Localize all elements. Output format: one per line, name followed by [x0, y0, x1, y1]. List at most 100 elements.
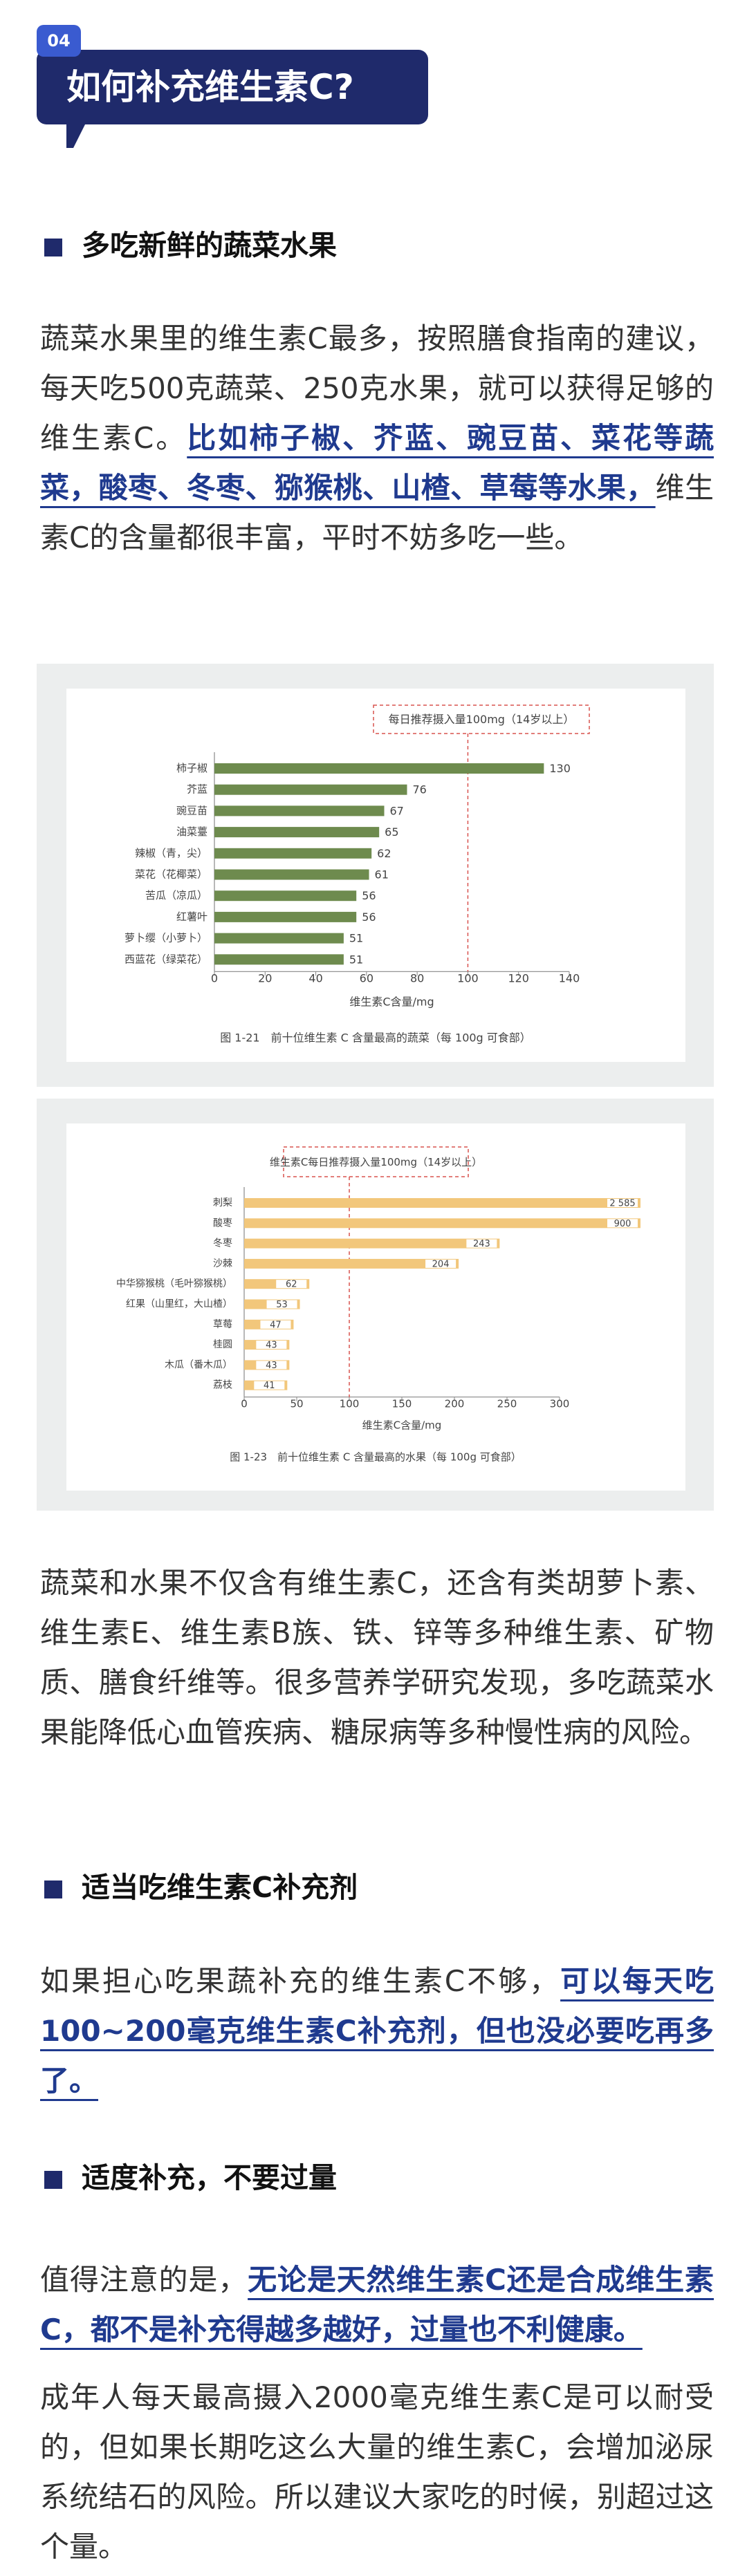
paragraph: 蔬菜和水果不仅含有维生素C，还含有类胡萝卜素、维生素E、维生素B族、铁、锌等多种…: [40, 1558, 714, 1757]
annotation: 维生素C每日推荐摄入量100mg（14岁以上）: [270, 1156, 482, 1168]
bar: [214, 848, 372, 859]
category-label: 桂圆: [213, 1339, 232, 1350]
value-label: 41: [264, 1381, 275, 1391]
value-label: 61: [375, 868, 389, 881]
x-tick-label: 140: [559, 972, 580, 985]
emphasis-text: 比如柿子椒、芥蓝、豌豆苗、菜花等蔬菜，酸枣、冬枣、猕猴桃、山楂、草莓等水果，: [40, 421, 714, 505]
text: 蔬菜水果里的维生素C最多，按照膳食指南的建议，每天吃500克蔬菜、250克水果，…: [40, 321, 714, 455]
paragraph: 值得注意的是，无论是天然维生素C还是合成维生素C，都不是补充得越多越好，过量也不…: [40, 2255, 714, 2355]
text: 值得注意的是，: [40, 2263, 248, 2297]
x-tick-label: 300: [550, 1398, 570, 1410]
category-label: 辣椒（青，尖）: [135, 847, 208, 859]
paragraph: 如果担心吃果蔬补充的维生素C不够，可以每天吃100~200毫克维生素C补充剂，但…: [40, 1957, 714, 2106]
section-heading: 适当吃维生素C补充剂: [40, 1867, 358, 1908]
annotation: 每日推荐摄入量100mg（14岁以上）: [389, 713, 575, 726]
bar: [214, 784, 407, 795]
category-label: 柿子椒: [176, 762, 208, 774]
bar: [214, 911, 357, 922]
bar: [244, 1198, 640, 1208]
x-tick-label: 60: [360, 972, 374, 985]
value-label-box: [607, 1219, 638, 1228]
category-label: 红果（山里红，大山楂）: [126, 1299, 232, 1310]
badge: 04: [37, 25, 81, 57]
section-heading: 适度补充，不要过量: [40, 2157, 337, 2199]
x-tick-label: 50: [290, 1398, 303, 1410]
value-label: 2 585: [609, 1199, 635, 1209]
category-label: 沙棘: [213, 1258, 232, 1269]
value-label-box: [466, 1239, 497, 1248]
value-label: 62: [377, 847, 391, 860]
value-label-box: [276, 1280, 307, 1289]
value-label-box: [607, 1199, 638, 1207]
value-label-box: [260, 1320, 291, 1329]
text: 蔬菜和水果不仅含有维生素C，还含有类胡萝卜素、维生素E、维生素B族、铁、锌等多种…: [40, 1566, 714, 1749]
bar: [214, 954, 344, 965]
heading-text: 适度补充，不要过量: [82, 2161, 337, 2194]
value-label: 43: [266, 1341, 277, 1351]
category-label: 油菜薹: [176, 825, 208, 838]
bar: [214, 890, 357, 902]
value-label: 65: [385, 825, 398, 839]
caption: 图 1-23 前十位维生素 C 含量最高的水果（每 100g 可食部）: [230, 1451, 522, 1464]
heading-icon: [44, 239, 62, 256]
value-label: 43: [266, 1361, 277, 1371]
x-tick-label: 20: [258, 972, 272, 985]
section-heading: 多吃新鲜的蔬菜水果: [40, 225, 337, 266]
x-tick-label: 100: [457, 972, 479, 985]
value-label: 900: [614, 1219, 631, 1229]
category-label: 芥蓝: [187, 783, 208, 796]
emphasis-text: 无论是天然维生素C还是合成维生素C，都不是补充得越多越好，过量也不利健康。: [40, 2263, 714, 2346]
bar: [214, 805, 385, 816]
category-label: 刺梨: [213, 1197, 232, 1208]
value-label: 51: [349, 932, 363, 945]
heading-icon: [44, 2171, 62, 2189]
category-label: 荔枝: [213, 1380, 232, 1391]
value-label-box: [254, 1381, 285, 1390]
x-tick-label: 0: [241, 1398, 248, 1410]
category-label: 草莓: [213, 1319, 232, 1330]
x-tick-label: 200: [445, 1398, 465, 1410]
bar: [214, 763, 544, 774]
header-title: 如何补充维生素C?: [66, 67, 354, 107]
paragraph: 成年人每天最高摄入2000毫克维生素C是可以耐受的，但如果长期吃这么大量的维生素…: [40, 2373, 714, 2572]
heading-text: 多吃新鲜的蔬菜水果: [82, 229, 337, 262]
value-label: 204: [432, 1259, 450, 1269]
category-label: 酸枣: [213, 1217, 232, 1229]
category-label: 萝卜缨（小萝卜）: [124, 932, 208, 944]
paragraph: 蔬菜水果里的维生素C最多，按照膳食指南的建议，每天吃500克蔬菜、250克水果，…: [40, 314, 714, 563]
figure: 维生素C每日推荐摄入量100mg（14岁以上） 0 50 100 150 200 250 30…: [37, 1099, 714, 1511]
category-label: 木瓜（番木瓜）: [165, 1359, 232, 1370]
caption: 图 1-21 前十位维生素 C 含量最高的蔬菜（每 100g 可食部）: [220, 1032, 531, 1045]
value-label: 56: [362, 889, 376, 902]
x-tick-label: 150: [392, 1398, 412, 1410]
chart: 每日推荐摄入量100mg（14岁以上） 0 20 40 60 80 100 120 140 维生素…: [66, 689, 685, 1062]
value-label: 76: [412, 783, 426, 796]
heading-text: 适当吃维生素C补充剂: [82, 1871, 358, 1904]
value-label: 243: [473, 1239, 490, 1249]
value-label-box: [256, 1361, 287, 1370]
header-tail: [66, 123, 86, 148]
annotation-box: [283, 1146, 469, 1177]
value-label: 47: [270, 1320, 282, 1330]
heading-icon: [44, 1880, 62, 1898]
category-label: 菜花（花椰菜）: [135, 868, 208, 881]
value-label: 53: [276, 1300, 288, 1310]
header-box: [37, 50, 428, 124]
bar: [244, 1218, 640, 1229]
x-tick-label: 80: [410, 972, 424, 985]
value-label: 67: [390, 804, 404, 817]
value-label-box: [266, 1300, 297, 1309]
x-axis-label: 维生素C含量/mg: [362, 1419, 442, 1432]
value-label: 51: [349, 953, 363, 966]
annotation-box: [373, 704, 590, 734]
category-label: 红薯叶: [176, 911, 208, 923]
bar: [214, 869, 369, 880]
bar: [214, 827, 380, 838]
bar: [244, 1258, 459, 1269]
category-label: 豌豆苗: [176, 804, 208, 816]
x-axis-label: 维生素C含量/mg: [349, 996, 434, 1009]
value-label: 62: [286, 1280, 297, 1290]
x-tick-label: 40: [308, 972, 322, 985]
x-tick-label: 0: [211, 972, 218, 985]
x-tick-label: 250: [497, 1398, 517, 1410]
